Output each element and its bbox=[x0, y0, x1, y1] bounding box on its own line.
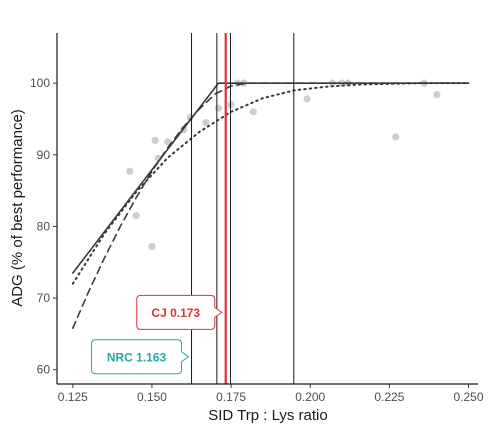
y-tick-label: 60 bbox=[37, 363, 51, 377]
axes-layer bbox=[56, 33, 478, 385]
data-point bbox=[392, 133, 400, 141]
data-point bbox=[202, 118, 210, 127]
x-tick-label: 0.200 bbox=[295, 390, 325, 404]
y-tick-label: 70 bbox=[37, 291, 51, 305]
ticks-layer: 0.125 0.150 0.175 0.200 0.225 0.250 60 70 80 90 10… bbox=[30, 76, 484, 404]
callout-box-nrc bbox=[91, 339, 190, 375]
y-tick-label: 80 bbox=[37, 219, 51, 233]
fit-line-solid bbox=[72, 82, 470, 274]
x-tick-label: 0.150 bbox=[137, 390, 167, 404]
fitted-lines-layer bbox=[71, 82, 470, 329]
callout-label-nrc: NRC 1.163 bbox=[107, 350, 167, 364]
data-point bbox=[303, 95, 311, 103]
y-axis-title: ADG (% of best performance) bbox=[9, 109, 26, 307]
vertical-lines-layer bbox=[191, 33, 295, 384]
data-point bbox=[151, 136, 159, 145]
data-point bbox=[249, 108, 257, 116]
data-point bbox=[148, 242, 156, 251]
data-point bbox=[126, 167, 134, 175]
data-point bbox=[214, 104, 223, 112]
x-tick-label: 0.125 bbox=[58, 390, 88, 404]
x-tick-label: 0.175 bbox=[216, 390, 246, 404]
x-axis-title: SID Trp : Lys ratio bbox=[208, 407, 327, 424]
y-tick-label: 100 bbox=[30, 76, 50, 90]
y-tick-label: 90 bbox=[37, 148, 51, 162]
fit-line-dotted bbox=[71, 82, 470, 285]
data-point bbox=[132, 212, 140, 220]
data-point bbox=[164, 138, 172, 146]
x-tick-label: 0.250 bbox=[453, 390, 483, 404]
callout-label-cj: CJ 0.173 bbox=[151, 306, 200, 320]
data-point bbox=[433, 91, 441, 99]
points-layer bbox=[126, 79, 441, 251]
fit-line-dashed bbox=[72, 82, 470, 329]
x-tick-label: 0.225 bbox=[374, 390, 404, 404]
callouts-layer: CJ 0.173 NRC 1.163 bbox=[91, 294, 223, 375]
data-point bbox=[227, 101, 235, 109]
callout-box-cj bbox=[136, 294, 223, 330]
